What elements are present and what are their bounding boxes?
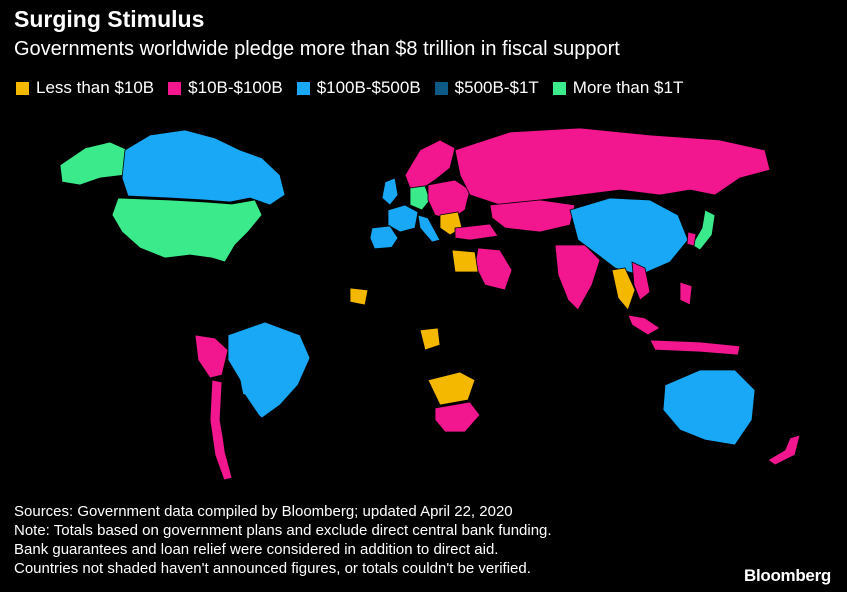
country-japan bbox=[691, 209, 716, 251]
country-drc-region bbox=[419, 327, 441, 351]
legend-swatch bbox=[434, 81, 448, 95]
legend-label: $100B-$500B bbox=[316, 78, 421, 97]
legend-swatch bbox=[16, 81, 29, 95]
country-mexico bbox=[138, 249, 226, 309]
legend-item-less-than-10b: Less than $10B bbox=[16, 78, 154, 98]
country-germany bbox=[409, 185, 431, 211]
totals-note: Note: Totals based on government plans a… bbox=[14, 522, 552, 539]
country-france bbox=[387, 204, 419, 233]
country-argentina bbox=[220, 384, 263, 477]
country-brazil bbox=[227, 321, 311, 419]
country-china bbox=[569, 197, 689, 276]
legend-label: Less than $10B bbox=[36, 78, 155, 97]
legend-label: $500B-$1T bbox=[454, 78, 539, 97]
chart-subtitle: Governments worldwide pledge more than $… bbox=[14, 38, 620, 60]
country-italy bbox=[417, 214, 441, 243]
legend-swatch bbox=[168, 81, 182, 95]
legend-label: More than $1T bbox=[572, 78, 684, 97]
country-iberia bbox=[369, 225, 399, 251]
legend-item-500b-1t: $500B-$1T bbox=[434, 78, 539, 98]
country-northern-south-america bbox=[204, 297, 266, 336]
country-egypt bbox=[451, 249, 479, 273]
country-alaska bbox=[59, 141, 129, 186]
country-central-africa bbox=[379, 297, 501, 371]
country-greenland bbox=[261, 109, 361, 189]
country-iceland bbox=[349, 144, 373, 159]
country-usa bbox=[111, 197, 263, 263]
country-peru bbox=[194, 334, 229, 379]
country-southern-africa-north bbox=[427, 371, 476, 406]
legend: Less than $10B $10B-$100B $100B-$500B $5… bbox=[16, 78, 683, 98]
country-thailand bbox=[611, 267, 636, 311]
country-philippines bbox=[679, 281, 693, 306]
country-russia bbox=[454, 127, 771, 206]
guarantees-note: Bank guarantees and loan relief were con… bbox=[14, 541, 499, 558]
legend-item-100b-500b: $100B-$500B bbox=[296, 78, 421, 98]
country-north-africa bbox=[351, 244, 471, 301]
country-kazakhstan bbox=[489, 199, 576, 233]
bloomberg-logo: Bloomberg bbox=[743, 566, 831, 585]
legend-item-10b-100b: $10B-$100B bbox=[168, 78, 283, 98]
legend-item-more-than-1t: More than $1T bbox=[552, 78, 684, 98]
country-indonesia bbox=[649, 339, 741, 356]
legend-swatch bbox=[296, 81, 310, 95]
country-madagascar bbox=[485, 379, 501, 411]
country-australia bbox=[662, 369, 756, 446]
country-south-africa bbox=[434, 401, 481, 433]
country-canada bbox=[121, 129, 286, 206]
country-india bbox=[554, 244, 601, 311]
country-uk bbox=[381, 177, 399, 206]
country-west-africa bbox=[349, 287, 369, 306]
world-map bbox=[59, 109, 801, 481]
legend-label: $10B-$100B bbox=[188, 78, 283, 97]
country-malaysia bbox=[627, 314, 661, 336]
country-south-korea bbox=[686, 231, 697, 247]
country-turkey bbox=[454, 223, 499, 241]
country-new-zealand bbox=[767, 434, 801, 466]
unshaded-note: Countries not shaded haven't announced f… bbox=[14, 560, 531, 577]
chart-title: Surging Stimulus bbox=[14, 6, 205, 32]
legend-swatch bbox=[552, 81, 566, 95]
sources-note: Sources: Government data compiled by Blo… bbox=[14, 503, 513, 520]
country-vietnam bbox=[631, 261, 651, 301]
notes-block: Sources: Government data compiled by Blo… bbox=[14, 502, 552, 578]
